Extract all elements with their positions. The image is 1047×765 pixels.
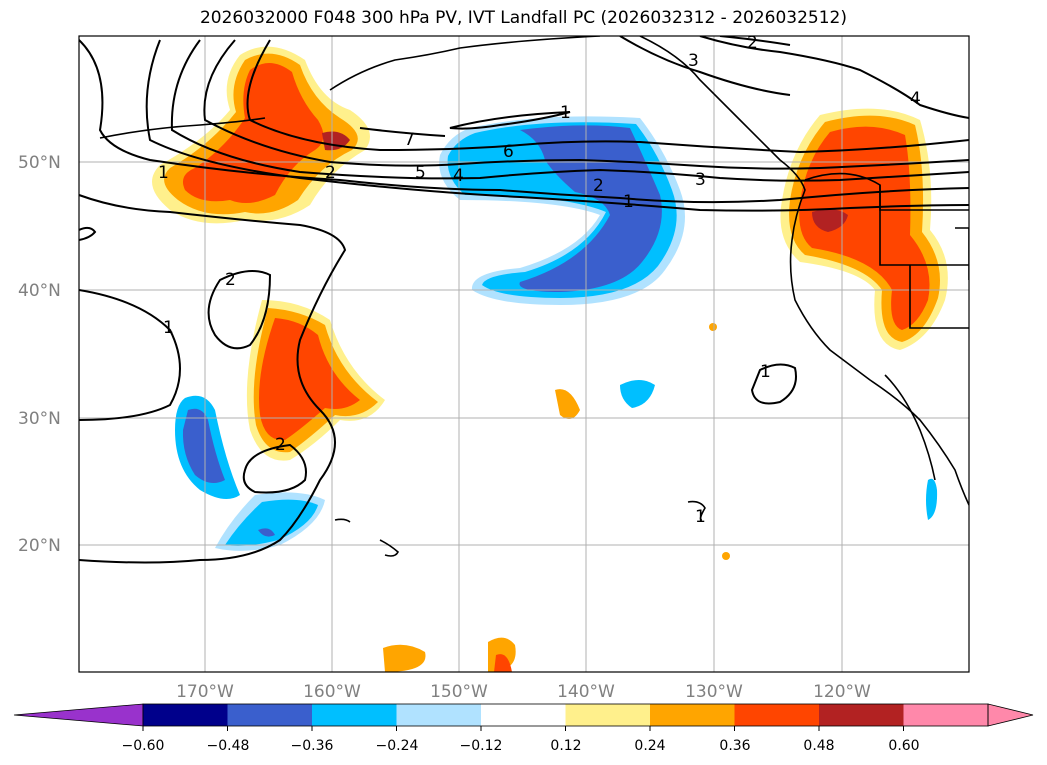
colorbar-segment xyxy=(819,704,904,726)
colorbar-segment xyxy=(396,704,482,726)
contour-label: 1 xyxy=(560,103,571,123)
positive-anomaly-fill xyxy=(152,46,948,672)
colorbar-tick-label: −0.60 xyxy=(122,738,165,754)
contour-label: 2 xyxy=(325,163,336,183)
colorbar-tick-label: 0.24 xyxy=(634,738,665,754)
contour-label: 1 xyxy=(163,318,174,338)
contour-label: 1 xyxy=(623,192,634,212)
contour-label: 2 xyxy=(747,33,758,53)
lon-label: 120°W xyxy=(813,682,871,702)
contour-label: 3 xyxy=(695,170,706,190)
contour-labels: 1 2 2 1 7 5 4 6 2 1 3 3 4 2 1 1 2 1 xyxy=(158,33,921,527)
colorbar-extend-right xyxy=(987,703,1034,727)
negative-anomaly-fill xyxy=(175,116,938,551)
lat-label: 50°N xyxy=(18,153,61,173)
contour-label: 4 xyxy=(910,89,921,109)
lon-label: 130°W xyxy=(685,682,743,702)
colorbar-tick-label: 0.48 xyxy=(803,738,834,754)
colorbar-tick-label: 0.36 xyxy=(719,738,750,754)
longitude-labels: 170°W 160°W 150°W 140°W 130°W 120°W xyxy=(176,682,871,702)
contour-label: 3 xyxy=(688,51,699,71)
colorbar-extend-left xyxy=(13,703,144,727)
contour-label: 1 xyxy=(760,362,771,382)
lon-label: 140°W xyxy=(557,682,615,702)
lon-label: 170°W xyxy=(176,682,234,702)
colorbar-tick-label: 0.12 xyxy=(550,738,581,754)
colorbar-segment xyxy=(734,704,820,726)
colorbar-segment xyxy=(481,704,566,726)
colorbar-segment xyxy=(650,704,735,726)
colorbar-tick-label: −0.36 xyxy=(291,738,334,754)
contour-label: 2 xyxy=(275,435,286,455)
lat-label: 20°N xyxy=(18,536,61,556)
lat-label: 40°N xyxy=(18,281,61,301)
contour-label: 2 xyxy=(225,270,236,290)
map-plot-area: 1 2 2 1 7 5 4 6 2 1 3 3 4 2 1 1 2 1 xyxy=(79,33,969,672)
colorbar-ticks: −0.60 −0.48 −0.36 −0.24 −0.12 0.12 0.24 … xyxy=(122,738,920,754)
colorbar-tick-label: 0.60 xyxy=(888,738,919,754)
map-frame xyxy=(78,35,970,673)
colorbar-tick-label: −0.48 xyxy=(207,738,250,754)
contour-label: 2 xyxy=(593,176,604,196)
colorbar-segments xyxy=(13,703,1034,731)
coastlines xyxy=(99,36,969,557)
colorbar: −0.60 −0.48 −0.36 −0.24 −0.12 0.12 0.24 … xyxy=(13,703,1034,754)
colorbar-segment xyxy=(143,704,228,726)
lat-label: 30°N xyxy=(18,409,61,429)
contour-label: 1 xyxy=(158,163,169,183)
contour-label: 4 xyxy=(453,166,464,186)
lon-label: 160°W xyxy=(303,682,361,702)
colorbar-segment xyxy=(312,704,397,726)
contour-lines xyxy=(79,36,969,564)
colorbar-segment xyxy=(903,704,989,726)
colorbar-tick-label: −0.12 xyxy=(460,738,503,754)
contour-label: 1 xyxy=(695,507,706,527)
colorbar-tick-label: −0.24 xyxy=(376,738,419,754)
lon-label: 150°W xyxy=(430,682,488,702)
colorbar-segment xyxy=(227,704,313,726)
contour-label: 7 xyxy=(404,130,415,150)
contour-label: 6 xyxy=(503,142,514,162)
colorbar-segment xyxy=(565,704,651,726)
map-title: 2026032000 F048 300 hPa PV, IVT Landfall… xyxy=(199,8,847,28)
contour-label: 5 xyxy=(415,163,426,183)
latitude-labels: 50°N 40°N 30°N 20°N xyxy=(18,153,61,556)
